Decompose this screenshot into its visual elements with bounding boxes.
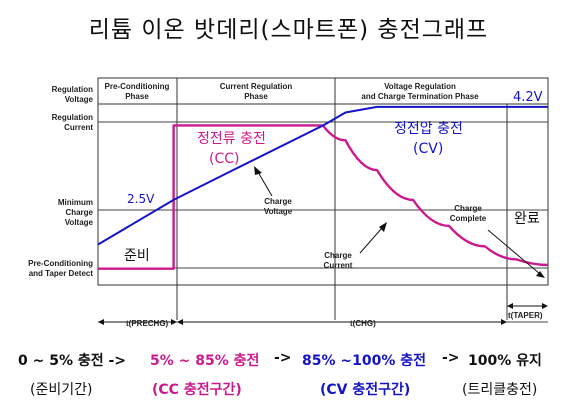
charge-voltage-label-1: Charge — [264, 197, 292, 206]
charge-current-label-2: Current — [324, 261, 353, 270]
page-title: 리튬 이온 밧데리(스마트폰) 충전그래프 — [88, 17, 489, 43]
stage-3-caption: (CV 충전구간) — [320, 382, 411, 398]
stage-2-caption: (CC 충전구간) — [152, 382, 242, 398]
t-taper-label: t(TAPER) — [508, 311, 543, 320]
stage-3-arrow: -> — [442, 350, 460, 366]
charge-complete-label-2: Complete — [450, 214, 487, 223]
y-label-reg-current-1: Regulation — [52, 113, 93, 122]
phase-cv-1: Voltage Regulation — [384, 82, 456, 91]
charge-current-line — [98, 124, 549, 270]
charge-voltage-arrowhead — [254, 166, 262, 175]
y-label-pre-1: Pre-Conditioning — [28, 259, 93, 268]
stage-4-text: 100% 유지 — [468, 353, 542, 369]
t-prechg-label: t(PRECHG) — [126, 319, 169, 328]
cc-label-2: (CC) — [209, 151, 239, 167]
cv-label-2: (CV) — [413, 141, 443, 157]
phase-pre-1: Pre-Conditioning — [105, 82, 170, 91]
y-label-reg-voltage-2: Voltage — [65, 95, 94, 104]
y-label-reg-current-2: Current — [64, 123, 93, 132]
phase-cc-1: Current Regulation — [220, 82, 293, 91]
charge-current-arrow — [359, 227, 383, 254]
charge-complete-arrowhead — [536, 271, 545, 278]
phase-cc-2: Phase — [244, 92, 268, 101]
phase-pre-2: Phase — [125, 92, 149, 101]
stage-1-text: 0 ~ 5% 충전 -> — [18, 353, 127, 369]
charge-complete-label-1: Charge — [454, 204, 482, 213]
charge-voltage-label-2: Voltage — [264, 207, 293, 216]
complete-label: 완료 — [514, 211, 540, 227]
stage-2-arrow: -> — [274, 350, 292, 366]
stage-3-text: 85% ~100% 충전 — [302, 353, 426, 369]
cv-label-1: 정전압 충전 — [394, 121, 463, 137]
plot-frame — [97, 77, 549, 286]
v-reg-label: 4.2V — [513, 90, 543, 105]
y-label-min-3: Voltage — [65, 218, 94, 227]
charge-voltage-line — [97, 105, 548, 246]
y-label-pre-2: and Taper Detect — [29, 269, 94, 278]
t-chg-label: t(CHG) — [350, 319, 376, 328]
phase-cv-2: and Charge Termination Phase — [361, 92, 479, 101]
stage-1-caption: (준비기간) — [30, 382, 93, 398]
cc-label-1: 정전류 충전 — [197, 131, 266, 147]
v-min-label: 2.5V — [127, 192, 155, 206]
stage-4-caption: (트리클충전) — [462, 382, 538, 398]
stage-2-text: 5% ~ 85% 충전 — [150, 353, 260, 369]
y-label-min-2: Charge — [65, 208, 93, 217]
y-label-reg-voltage-1: Regulation — [52, 85, 93, 94]
charge-complete-arrow — [487, 229, 541, 275]
ready-label: 준비 — [124, 248, 150, 264]
charge-current-label-1: Charge — [324, 251, 352, 260]
charge-voltage-arrow — [257, 171, 273, 197]
charge-current-arrowhead — [379, 222, 387, 232]
y-label-min-1: Minimum — [58, 198, 93, 207]
